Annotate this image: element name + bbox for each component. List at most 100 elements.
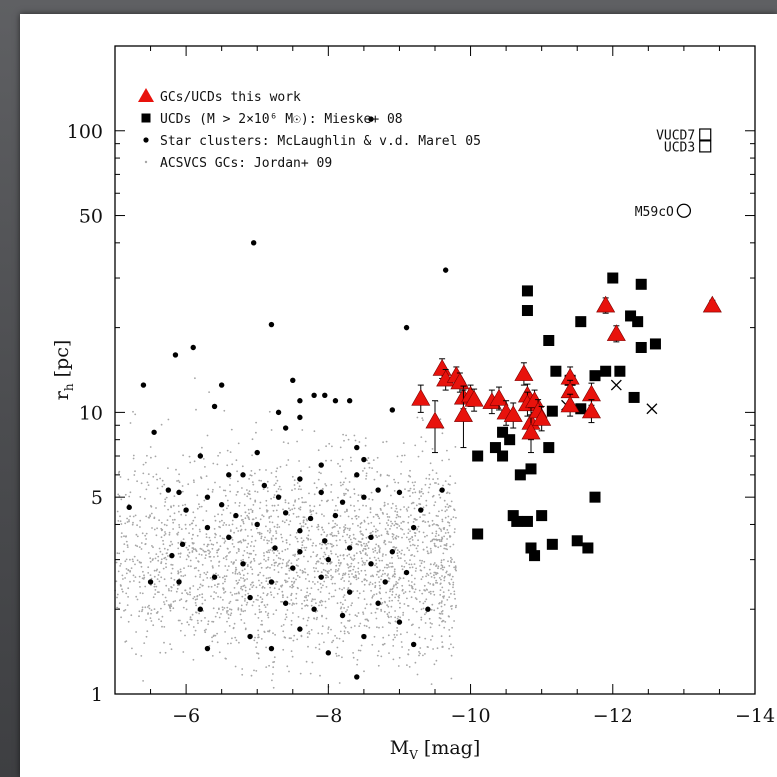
acsvcs-gc-point xyxy=(422,602,425,605)
acsvcs-gc-point xyxy=(413,484,415,487)
acsvcs-gc-point xyxy=(306,526,309,529)
acsvcs-gc-point xyxy=(292,639,295,642)
acsvcs-gc-point xyxy=(136,524,138,527)
acsvcs-gc-point xyxy=(280,585,283,588)
acsvcs-gc-point xyxy=(325,459,327,462)
acsvcs-gc-point xyxy=(394,481,396,484)
acsvcs-gc-point xyxy=(360,569,363,572)
acsvcs-gc-point xyxy=(249,561,252,564)
acsvcs-gc-point xyxy=(358,441,361,443)
acsvcs-gc-point xyxy=(407,580,410,582)
acsvcs-gc-point xyxy=(123,535,125,538)
acsvcs-gc-point xyxy=(449,483,451,486)
acsvcs-gc-point xyxy=(419,600,421,603)
acsvcs-gc-point xyxy=(363,583,366,586)
red-triangle-marker xyxy=(596,295,616,313)
acsvcs-gc-point xyxy=(260,532,263,535)
acsvcs-gc-point xyxy=(165,566,168,569)
acsvcs-gc-point xyxy=(317,449,320,452)
acsvcs-gc-point xyxy=(396,511,399,513)
acsvcs-gc-point xyxy=(421,576,424,578)
acsvcs-gc-point xyxy=(337,568,340,570)
acsvcs-gc-point xyxy=(278,485,281,488)
acsvcs-gc-point xyxy=(189,593,192,596)
acsvcs-gc-point xyxy=(153,528,156,531)
acsvcs-gc-point xyxy=(363,598,366,600)
legend-label: Star clusters: McLaughlin & v.d. Marel 0… xyxy=(160,134,481,149)
acsvcs-gc-point xyxy=(243,504,246,507)
acsvcs-gc-point xyxy=(173,518,176,521)
acsvcs-gc-point xyxy=(190,618,193,621)
acsvcs-gc-point xyxy=(378,522,381,525)
acsvcs-gc-point xyxy=(427,552,430,555)
acsvcs-gc-point xyxy=(241,588,244,591)
acsvcs-gc-point xyxy=(275,475,277,478)
acsvcs-gc-point xyxy=(424,637,427,640)
acsvcs-gc-point xyxy=(391,556,393,559)
acsvcs-gc-point xyxy=(298,507,300,510)
acsvcs-gc-point xyxy=(126,544,129,547)
acsvcs-gc-point xyxy=(163,641,165,644)
acsvcs-gc-point xyxy=(150,609,153,611)
acsvcs-gc-point xyxy=(242,610,245,613)
acsvcs-gc-point xyxy=(272,673,274,675)
acsvcs-gc-point xyxy=(238,505,241,507)
acsvcs-gc-point xyxy=(366,554,369,557)
acsvcs-gc-point xyxy=(446,449,448,452)
acsvcs-gc-point xyxy=(250,541,253,543)
acsvcs-gc-point xyxy=(168,589,170,592)
acsvcs-gc-point xyxy=(374,585,377,587)
acsvcs-gc-point xyxy=(282,624,285,626)
acsvcs-gc-point xyxy=(329,562,332,565)
acsvcs-gc-point xyxy=(224,590,227,593)
star-cluster-point xyxy=(375,600,381,606)
acsvcs-gc-point xyxy=(363,519,366,522)
acsvcs-gc-point xyxy=(292,602,294,605)
acsvcs-gc-point xyxy=(135,533,138,536)
acsvcs-gc-point xyxy=(397,615,400,618)
acsvcs-gc-point xyxy=(350,558,353,560)
star-cluster-point xyxy=(325,556,332,563)
acsvcs-gc-point xyxy=(299,569,302,571)
star-cluster-point xyxy=(275,494,282,500)
acsvcs-gc-point xyxy=(397,481,400,484)
acsvcs-gc-point xyxy=(150,577,153,580)
acsvcs-gc-point xyxy=(397,557,400,559)
this-work-point xyxy=(596,295,616,314)
acsvcs-gc-point xyxy=(323,515,325,517)
acsvcs-gc-point xyxy=(448,629,451,631)
acsvcs-gc-point xyxy=(415,504,418,507)
acsvcs-gc-point xyxy=(383,541,385,544)
acsvcs-gc-point xyxy=(118,495,121,497)
star-cluster-point xyxy=(169,552,175,559)
acsvcs-gc-point xyxy=(441,600,443,603)
acsvcs-gc-point xyxy=(387,616,390,619)
acsvcs-gc-point xyxy=(430,576,433,578)
acsvcs-gc-point xyxy=(400,522,403,524)
acsvcs-gc-point xyxy=(298,576,301,578)
acsvcs-gc-point xyxy=(436,647,439,650)
acsvcs-gc-point xyxy=(174,600,177,602)
star-cluster-point xyxy=(339,612,346,619)
acsvcs-gc-point xyxy=(241,569,244,572)
acsvcs-gc-point xyxy=(250,508,252,511)
acsvcs-gc-point xyxy=(155,585,158,588)
acsvcs-gc-point xyxy=(251,523,254,526)
acsvcs-gc-point xyxy=(291,655,294,658)
acsvcs-gc-point xyxy=(409,559,411,561)
acsvcs-gc-point xyxy=(260,566,263,569)
acsvcs-gc-point xyxy=(401,646,403,648)
star-cluster-point xyxy=(165,487,172,493)
acsvcs-gc-point xyxy=(401,536,403,539)
acsvcs-gc-point xyxy=(335,655,338,657)
acsvcs-gc-point xyxy=(365,543,368,545)
acsvcs-gc-point xyxy=(324,483,327,485)
acsvcs-gc-point xyxy=(352,590,354,593)
x-tick-label: −10 xyxy=(451,705,491,727)
acsvcs-gc-point xyxy=(334,589,337,592)
acsvcs-gc-point xyxy=(371,643,374,646)
acsvcs-gc-point xyxy=(132,521,134,524)
acsvcs-gc-point xyxy=(289,509,292,512)
acsvcs-gc-point xyxy=(147,566,150,569)
acsvcs-gc-point xyxy=(356,663,358,666)
